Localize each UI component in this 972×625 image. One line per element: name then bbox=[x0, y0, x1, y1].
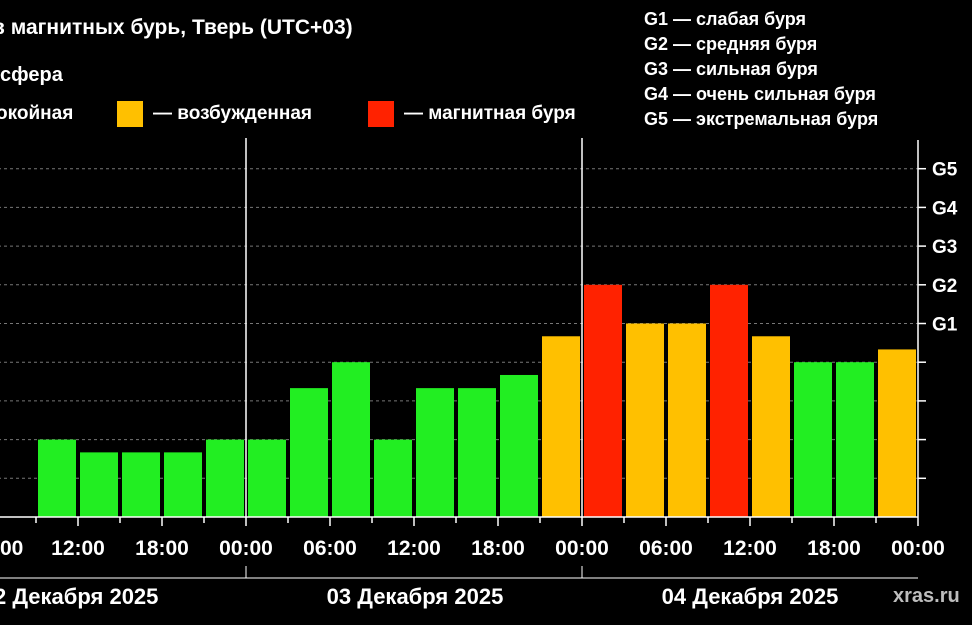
y-tick-label: G4 bbox=[932, 198, 958, 219]
day-label: 03 Декабря 2025 bbox=[327, 584, 504, 609]
y-tick-label: G2 bbox=[932, 276, 957, 297]
legend-active-swatch bbox=[117, 101, 143, 127]
x-tick-label: 12:00 bbox=[387, 537, 441, 560]
g-legend-g5: G5 — экстремальная буря bbox=[644, 109, 878, 129]
bar-quiet bbox=[458, 388, 496, 517]
g-legend-g1: G1 — слабая буря bbox=[644, 9, 806, 29]
legend-quiet-label: окойная bbox=[0, 103, 73, 124]
bar-quiet bbox=[836, 362, 874, 517]
x-tick-label: 12:00 bbox=[723, 537, 777, 560]
bar-active bbox=[626, 323, 664, 517]
y-tick-label: G5 bbox=[932, 160, 958, 181]
y-tick-label: G3 bbox=[932, 237, 957, 258]
x-tick-label: 00:00 bbox=[219, 537, 273, 560]
bar-active bbox=[542, 336, 580, 517]
x-tick-label: 18:00 bbox=[471, 537, 525, 560]
day-label: 2 Декабря 2025 bbox=[0, 584, 158, 609]
bar-quiet bbox=[80, 452, 118, 517]
chart-subtitle: сфера bbox=[0, 64, 64, 86]
grid-lines bbox=[0, 138, 918, 517]
g-legend-g4: G4 — очень сильная буря bbox=[644, 84, 876, 104]
bar-quiet bbox=[290, 388, 328, 517]
bar-quiet bbox=[332, 362, 370, 517]
chart-title: в магнитных бурь, Тверь (UTC+03) bbox=[0, 16, 353, 39]
bar-quiet bbox=[374, 439, 412, 517]
bar-quiet bbox=[500, 374, 538, 517]
bar-storm bbox=[710, 284, 748, 517]
bar-quiet bbox=[164, 452, 202, 517]
g-legend-g2: G2 — средняя буря bbox=[644, 34, 817, 54]
x-tick-label: 06:00 bbox=[303, 537, 357, 560]
legend-storm-swatch bbox=[368, 101, 394, 127]
bar-quiet bbox=[416, 388, 454, 517]
bar-active bbox=[878, 349, 916, 517]
bar-active bbox=[752, 336, 790, 517]
bar-quiet bbox=[206, 439, 244, 517]
x-tick-label: 12:00 bbox=[51, 537, 105, 560]
bar-quiet bbox=[794, 362, 832, 517]
day-label: 04 Декабря 2025 bbox=[662, 584, 839, 609]
bar-storm bbox=[584, 284, 622, 517]
x-tick-labels: 00 12:00 18:00 00:00 06:00 12:00 18:00 00:00 06:… bbox=[0, 537, 945, 560]
x-tick-label: 18:00 bbox=[135, 537, 189, 560]
x-tick-label: 06:00 bbox=[639, 537, 693, 560]
bar-quiet bbox=[248, 439, 286, 517]
x-tick-label: 00 bbox=[0, 537, 23, 560]
bar-quiet bbox=[122, 452, 160, 517]
x-tick-label: 00:00 bbox=[891, 537, 945, 560]
bars bbox=[38, 284, 916, 517]
x-tick-label: 18:00 bbox=[807, 537, 861, 560]
g-legend-g3: G3 — сильная буря bbox=[644, 59, 818, 79]
bar-quiet bbox=[38, 439, 76, 517]
watermark: xras.ru bbox=[893, 585, 960, 607]
legend-active-label: — возбужденная bbox=[153, 103, 312, 124]
y-tick-label: G1 bbox=[932, 315, 958, 336]
day-labels: 2 Декабря 2025 03 Декабря 2025 04 Декабря … bbox=[0, 584, 838, 609]
legend-storm-label: — магнитная буря bbox=[404, 103, 576, 124]
axes bbox=[0, 140, 926, 579]
x-tick-label: 00:00 bbox=[555, 537, 609, 560]
y-tick-labels: G1 G2 G3 G4 G5 bbox=[932, 160, 958, 336]
bar-active bbox=[668, 323, 706, 517]
